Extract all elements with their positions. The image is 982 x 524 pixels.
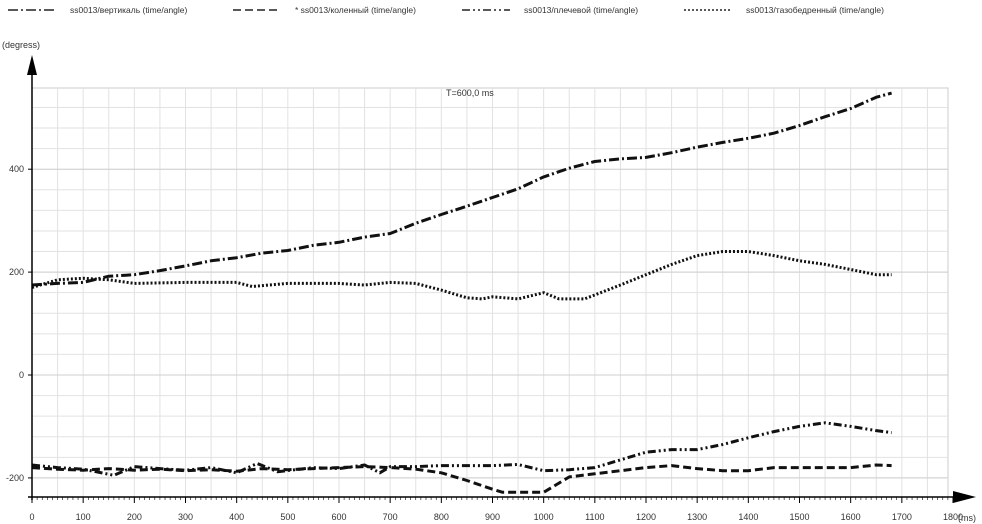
y-tick-label: -200 (6, 473, 24, 483)
x-tick-label: 700 (383, 512, 398, 522)
legend-label: ss0013/вертикаль (time/angle) (70, 5, 188, 15)
x-tick-label: 1200 (636, 512, 656, 522)
y-tick-label: 0 (19, 370, 24, 380)
x-tick-label: 1300 (687, 512, 707, 522)
series-line-4 (31, 250, 892, 301)
x-tick-label: 900 (485, 512, 500, 522)
x-tick-label: 500 (280, 512, 295, 522)
x-tick-label: 0 (29, 512, 34, 522)
x-tick-label: 300 (178, 512, 193, 522)
ticks: 0 100 200 300 400 500 600 700 800 900 1000 1100 1200… (6, 164, 963, 522)
legend-label: ss0013/тазобедренный (time/angle) (746, 5, 884, 15)
y-tick-label: 200 (9, 267, 24, 277)
x-axis-arrow-icon (953, 491, 976, 503)
y-axis-label: (degress) (2, 40, 40, 50)
x-tick-label: 1400 (738, 512, 758, 522)
y-tick-label: 400 (9, 164, 24, 174)
series-line-3 (31, 421, 892, 477)
legend-label: * ss0013/коленный (time/angle) (295, 5, 416, 15)
x-axis-label: (ms) (958, 513, 976, 523)
y-axis-arrow-icon (27, 55, 37, 75)
x-tick-label: 1800 (943, 512, 963, 522)
grid (32, 88, 948, 497)
x-tick-label: 1700 (892, 512, 912, 522)
legend-label: ss0013/плечевой (time/angle) (524, 5, 638, 15)
x-tick-label: 1100 (585, 512, 604, 522)
x-tick-label: 800 (434, 512, 449, 522)
x-tick-label: 600 (331, 512, 346, 522)
x-tick-label: 100 (76, 512, 91, 522)
x-tick-label: 200 (127, 512, 142, 522)
x-tick-label: 400 (229, 512, 244, 522)
time-annotation: T=600,0 ms (446, 88, 494, 98)
legend: ss0013/вертикаль (time/angle) * ss0013/ко… (8, 5, 884, 15)
series-group (31, 91, 892, 494)
x-tick-label: 1600 (841, 512, 861, 522)
series-line-1 (31, 91, 892, 287)
x-tick-label: 1000 (534, 512, 554, 522)
x-tick-label: 1500 (789, 512, 809, 522)
